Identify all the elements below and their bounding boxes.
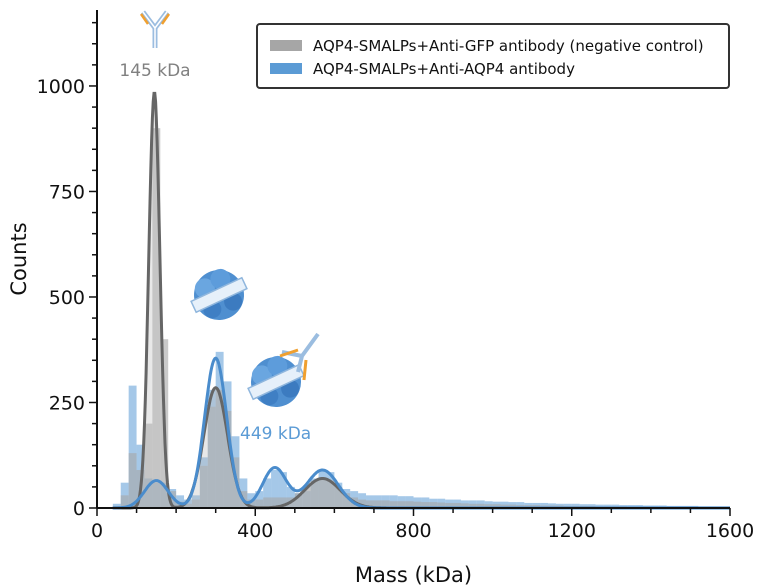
x-tick-label: 1600 <box>706 520 754 542</box>
histogram-bar-negative-control <box>294 493 303 508</box>
histogram-bar-negative-control <box>128 453 137 508</box>
legend-swatch-negative-control <box>270 40 302 51</box>
histogram-bar-negative-control <box>278 497 287 508</box>
histogram-bar-negative-control <box>468 503 477 508</box>
x-axis-label: Mass (kDa) <box>355 563 472 587</box>
y-tick-label: 500 <box>49 287 85 309</box>
axes: 0 400 800 1200 1600 0 250 500 750 1000 Mass (kDa) C… <box>7 10 754 587</box>
histogram-bar-negative-control <box>168 491 177 508</box>
histogram-bar-negative-control <box>500 504 509 508</box>
histogram-bar-negative-control <box>405 501 414 508</box>
bound-antibody-icon <box>279 332 320 381</box>
histogram-bar-negative-control <box>342 493 351 508</box>
histogram-bar-negative-control <box>223 410 232 508</box>
x-tick-label: 800 <box>395 520 431 542</box>
legend-swatch-anti-aqp4 <box>270 63 302 74</box>
histogram-bar-negative-control <box>413 501 422 508</box>
histogram-bar-negative-control <box>366 500 374 508</box>
x-tick-label: 1200 <box>548 520 596 542</box>
aqp4-antibody-complex-icon <box>247 355 305 407</box>
legend-label-anti-aqp4: AQP4-SMALPs+Anti-AQP4 antibody <box>313 60 575 78</box>
histogram-bar-negative-control <box>453 502 461 508</box>
histogram-bar-negative-control <box>326 480 335 508</box>
histogram-bar-negative-control <box>144 423 153 508</box>
histogram-bar-negative-control <box>484 504 493 508</box>
histogram-bar-anti-aqp4 <box>128 385 137 508</box>
histogram-bar-negative-control <box>215 389 224 508</box>
y-tick-label: 0 <box>73 498 85 520</box>
histogram-bar-negative-control <box>334 486 343 508</box>
histogram-bar-negative-control <box>263 497 272 508</box>
histogram-bar-negative-control <box>508 504 517 508</box>
histogram-bar-negative-control <box>191 499 200 508</box>
histogram-bar-negative-control <box>318 478 327 508</box>
legend: AQP4-SMALPs+Anti-GFP antibody (negative … <box>256 23 730 89</box>
histogram-bar-negative-control <box>120 495 129 508</box>
histogram-bar-negative-control <box>310 480 319 508</box>
histogram-bar-negative-control <box>373 500 382 508</box>
histogram-bar-negative-control <box>397 501 406 508</box>
x-tick-label: 400 <box>237 520 273 542</box>
histogram-bar-negative-control <box>476 503 485 508</box>
y-tick-label: 750 <box>49 181 85 203</box>
histogram-bar-negative-control <box>445 502 454 508</box>
histogram-bar-negative-control <box>302 486 311 508</box>
annotation-449kda: 449 kDa <box>240 424 311 444</box>
histogram-bar-negative-control <box>389 501 398 508</box>
annotation-145kda: 145 kDa <box>119 61 190 81</box>
aqp4-smalp-icon <box>190 268 248 320</box>
histogram-bar-negative-control <box>199 465 208 508</box>
histogram-bar-negative-control <box>492 504 501 508</box>
histogram-bar-negative-control <box>247 499 256 508</box>
histogram-bar-negative-control <box>358 499 367 508</box>
histogram-bar-negative-control <box>381 500 390 508</box>
y-tick-label: 1000 <box>37 76 85 98</box>
histogram-bar-negative-control <box>207 406 216 508</box>
histogram-bar-negative-control <box>421 502 430 508</box>
histogram-bar-anti-aqp4 <box>271 470 279 508</box>
histogram-bar-negative-control <box>460 503 469 508</box>
y-tick-label: 250 <box>49 392 85 414</box>
histogram-bar-negative-control <box>152 128 161 508</box>
histogram-bar-negative-control <box>255 499 264 508</box>
y-axis-label: Counts <box>7 222 31 295</box>
histogram-bar-negative-control <box>437 502 446 508</box>
histogram-bar-anti-aqp4 <box>263 478 272 508</box>
histogram-bar-negative-control <box>429 502 438 508</box>
histogram-bar-anti-aqp4 <box>278 472 287 508</box>
legend-label-negative-control: AQP4-SMALPs+Anti-GFP antibody (negative … <box>313 37 704 55</box>
antibody-icon <box>139 10 171 48</box>
histogram-bar-negative-control <box>184 503 192 508</box>
histogram-bar-negative-control <box>271 497 279 508</box>
x-tick-label: 0 <box>91 520 103 542</box>
